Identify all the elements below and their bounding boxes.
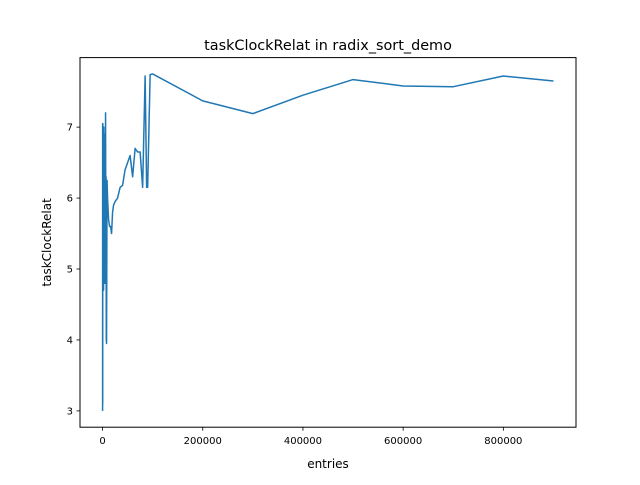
x-axis-label: entries [307, 457, 349, 471]
y-tick-label: 7 [67, 123, 73, 134]
series-line-0 [101, 73, 554, 411]
plot-area [80, 57, 576, 428]
y-tick-label: 5 [67, 265, 73, 276]
y-tick-label: 6 [67, 194, 73, 205]
x-tick-label: 600000 [384, 436, 422, 447]
x-tick-label: 200000 [184, 436, 222, 447]
y-tick-label: 3 [67, 406, 73, 417]
x-tick-label: 0 [99, 436, 105, 447]
y-axis-label: taskClockRelat [40, 198, 54, 287]
y-tick-label: 4 [67, 336, 73, 347]
chart-title: taskClockRelat in radix_sort_demo [204, 38, 452, 54]
axes-frame [79, 57, 577, 428]
x-tick-label: 400000 [284, 436, 322, 447]
x-tick-label: 800000 [484, 436, 522, 447]
series-layer [101, 73, 554, 411]
y-axis-ticks: 3 4 5 6 7 [67, 123, 80, 417]
x-axis-ticks: 0 200000 400000 600000 800000 [99, 427, 522, 447]
